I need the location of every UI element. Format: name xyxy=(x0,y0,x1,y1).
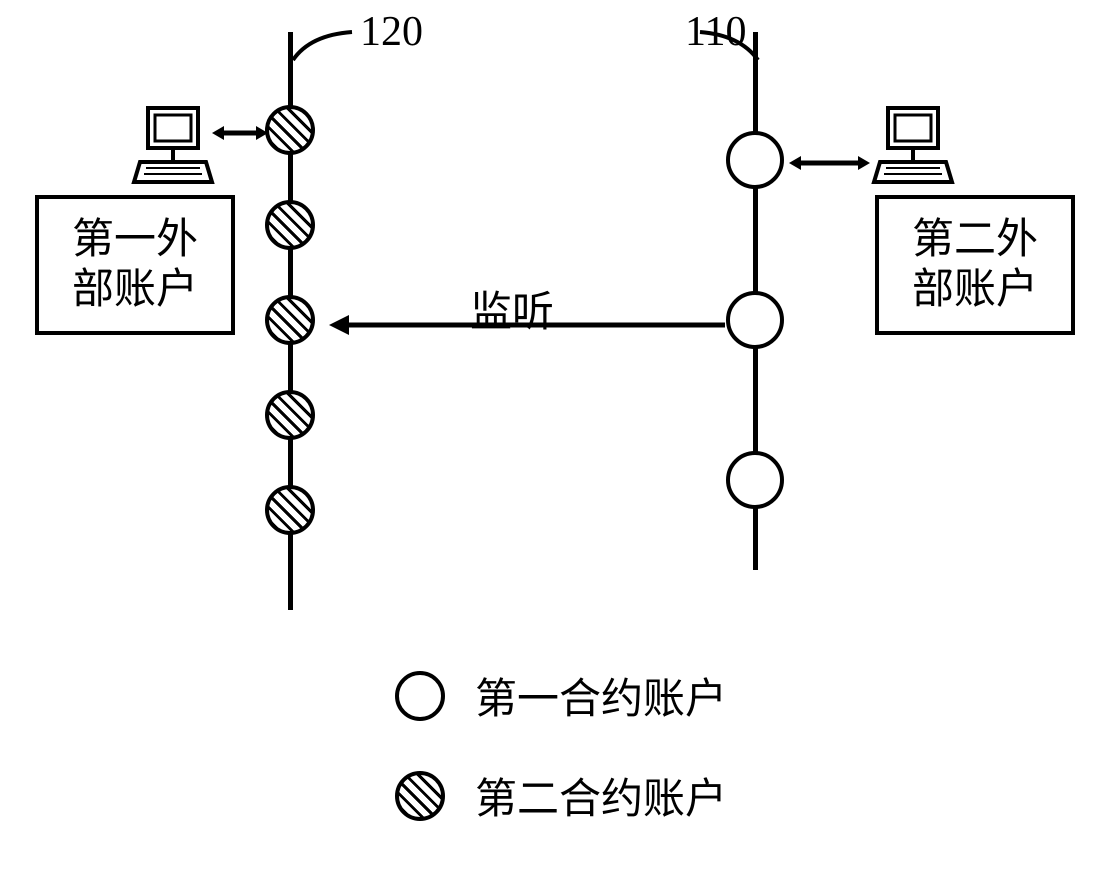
left-node-2 xyxy=(265,200,315,250)
left-account-box: 第一外 部账户 xyxy=(35,195,235,335)
right-box-line1: 第二外 xyxy=(912,215,1038,265)
left-dbl-arrow xyxy=(210,118,270,148)
left-chain-label: 120 xyxy=(360,8,423,56)
right-dbl-arrow xyxy=(787,148,872,178)
left-node-3 xyxy=(265,295,315,345)
left-node-4 xyxy=(265,390,315,440)
legend-label-1: 第一合约账户 xyxy=(475,665,727,726)
left-node-5 xyxy=(265,485,315,535)
computer-icon-right xyxy=(870,100,960,200)
legend-row-2: 第二合约账户 xyxy=(395,765,727,826)
listen-label: 监听 xyxy=(470,278,554,339)
right-node-2 xyxy=(726,291,784,349)
diagram-canvas: 120 110 第一外 部账户 第二外 xyxy=(0,0,1119,879)
right-node-3 xyxy=(726,451,784,509)
right-account-box: 第二外 部账户 xyxy=(875,195,1075,335)
legend-node-hatched xyxy=(395,771,445,821)
computer-icon-left xyxy=(130,100,220,200)
left-chain-leader xyxy=(290,30,370,80)
legend-node-open xyxy=(395,671,445,721)
legend-label-2: 第二合约账户 xyxy=(475,765,727,826)
left-box-line1: 第一外 xyxy=(72,215,198,265)
legend-row-1: 第一合约账户 xyxy=(395,665,727,726)
left-node-1 xyxy=(265,105,315,155)
right-chain-label: 110 xyxy=(685,8,746,56)
left-box-line2: 部账户 xyxy=(72,265,198,315)
right-node-1 xyxy=(726,131,784,189)
right-box-line2: 部账户 xyxy=(912,265,1038,315)
